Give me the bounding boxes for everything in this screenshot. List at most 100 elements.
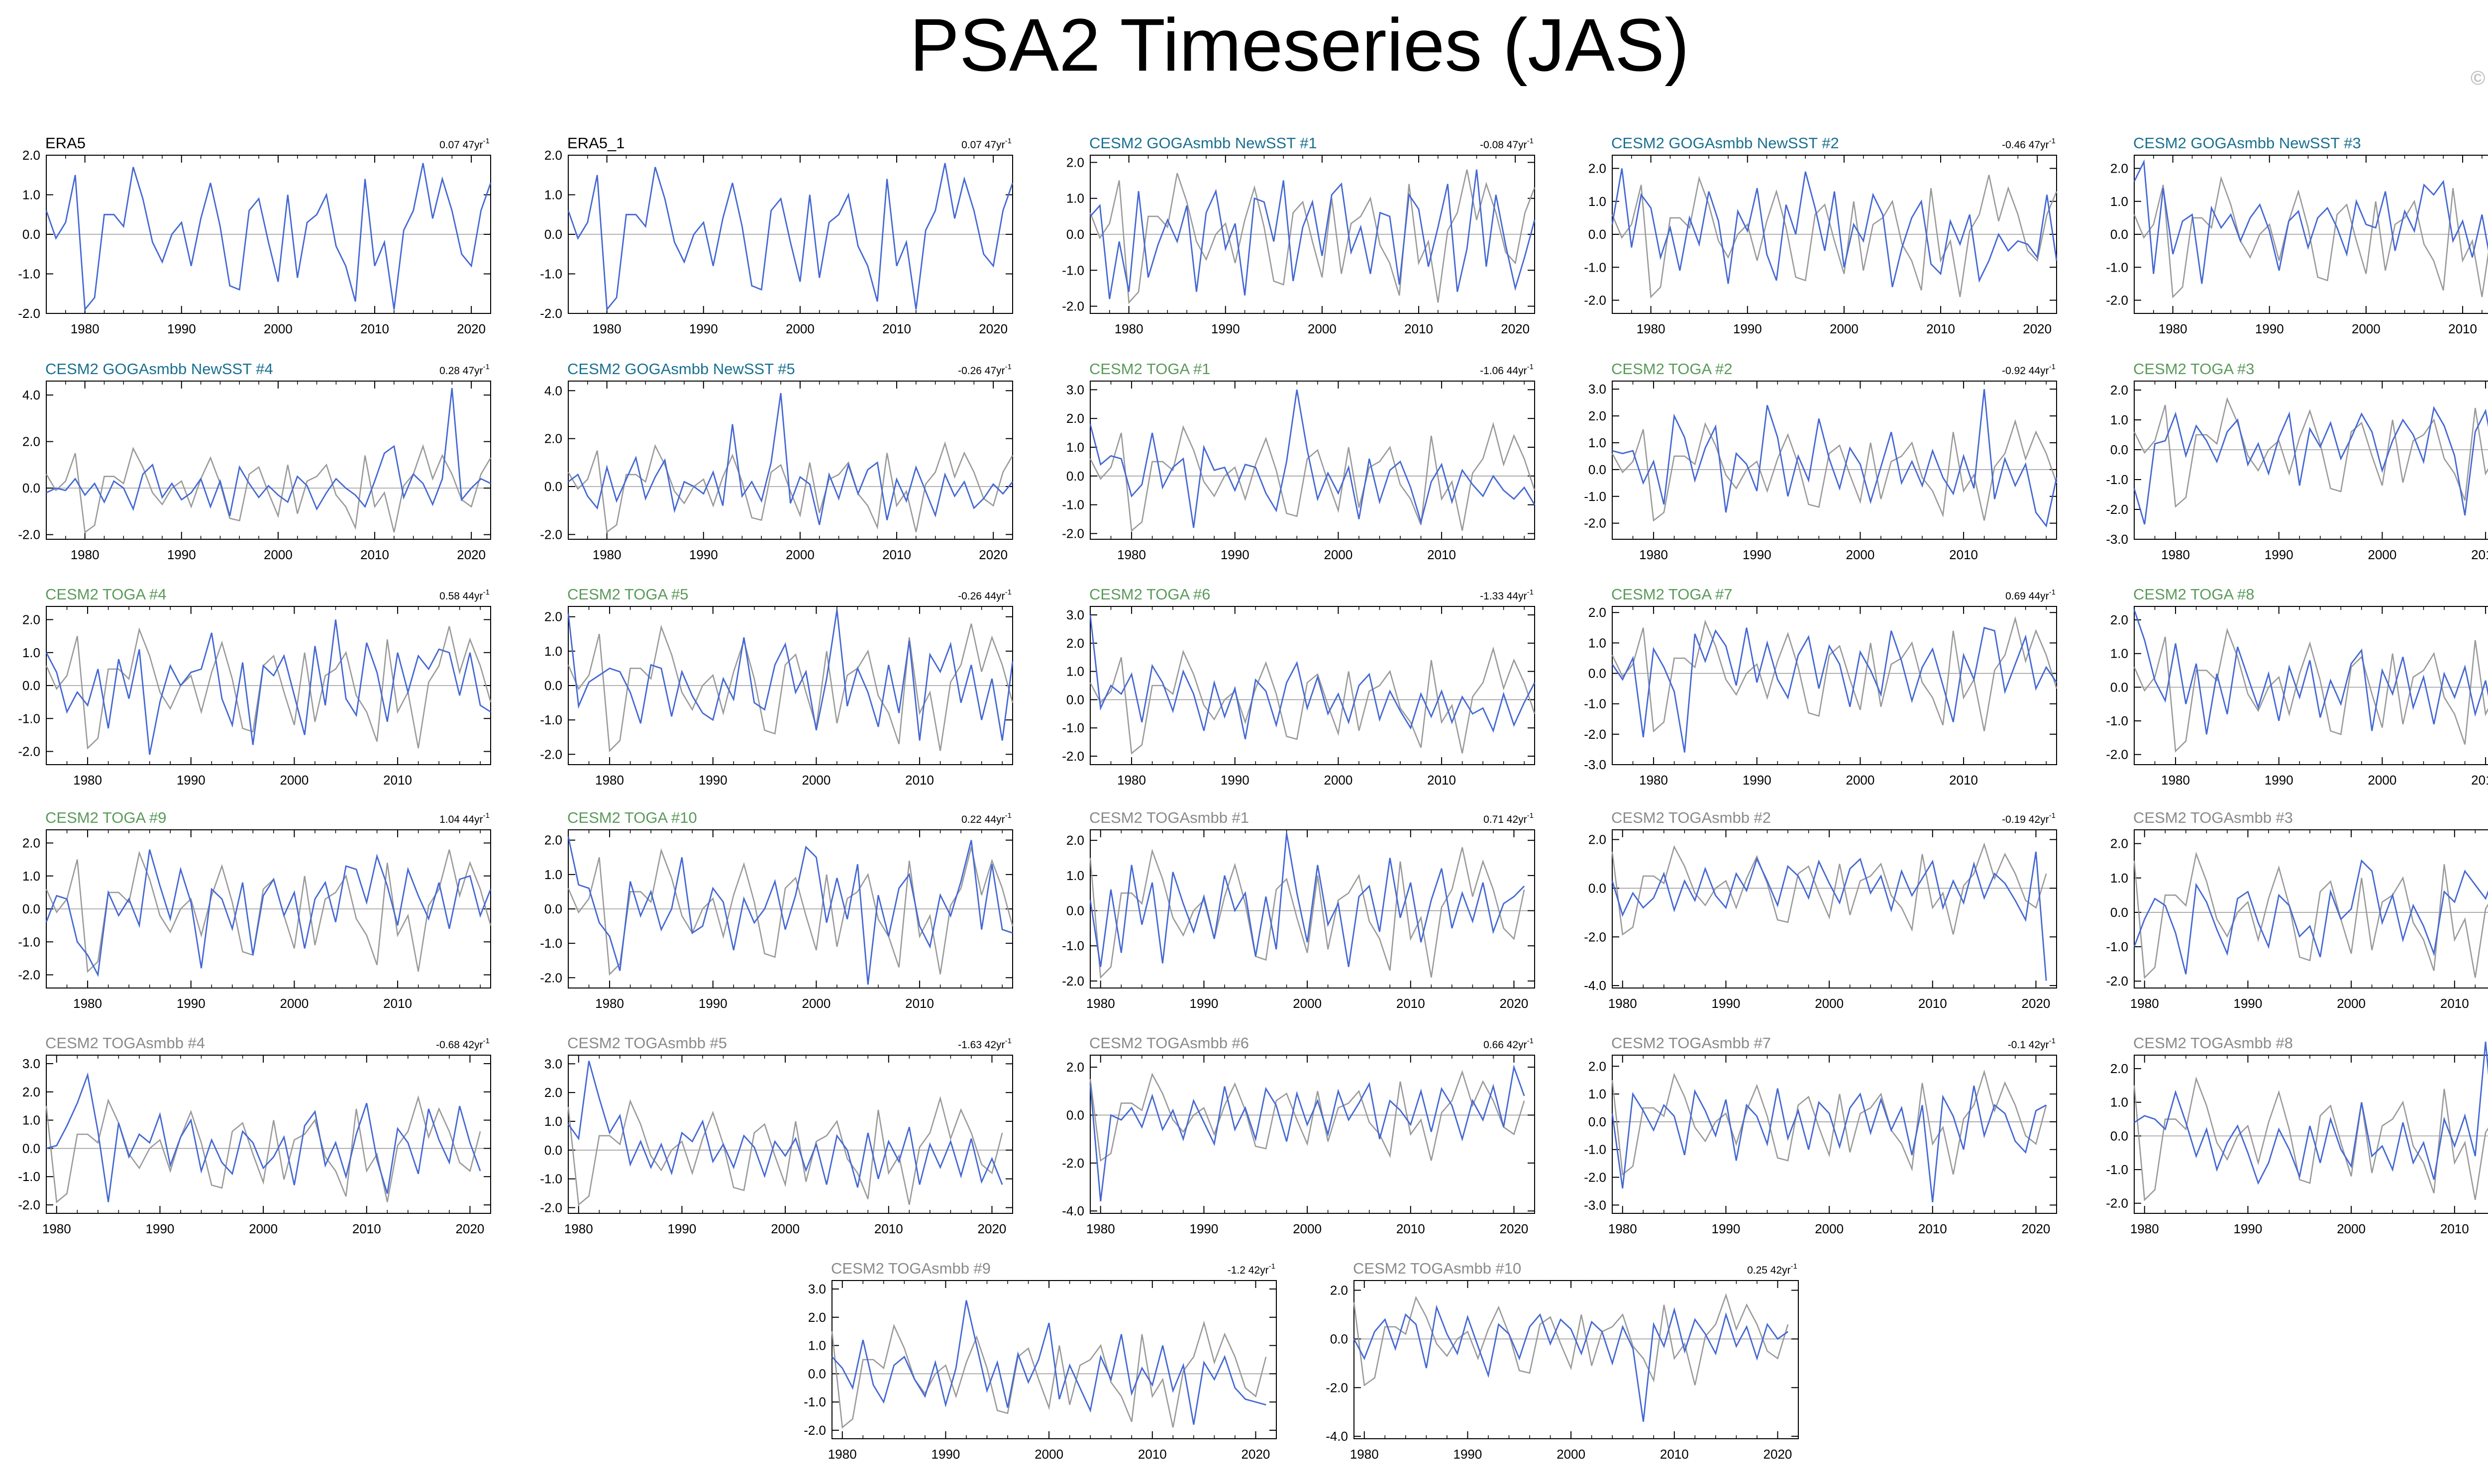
y-tick-label: 0.0 xyxy=(544,227,562,242)
panel-title: CESM2 TOGAsmbb #1 xyxy=(1089,809,1249,826)
x-tick-label: 1980 xyxy=(73,996,102,1011)
y-tick-label: -2.0 xyxy=(1326,1380,1348,1395)
trend-label: 0.71 42yr-1 xyxy=(1483,811,1534,825)
y-tick-label: 1.0 xyxy=(2110,646,2128,661)
x-tick-label: 2000 xyxy=(1324,773,1352,788)
y-tick-label: -1.0 xyxy=(540,712,562,727)
x-tick-label: 1980 xyxy=(593,547,622,562)
y-tick-label: -2.0 xyxy=(2106,974,2128,989)
y-tick-label: 3.0 xyxy=(808,1282,826,1296)
model-series-line xyxy=(1611,168,2058,288)
y-tick-label: 0.0 xyxy=(808,1366,826,1381)
x-tick-label: 1980 xyxy=(1608,1221,1637,1236)
model-series-line xyxy=(1089,833,1525,967)
x-tick-label: 2010 xyxy=(882,321,911,336)
trend-label: -1.63 42yr-1 xyxy=(958,1037,1012,1051)
x-tick-label: 2010 xyxy=(383,996,412,1011)
x-tick-label: 2010 xyxy=(905,996,934,1011)
x-tick-label: 1980 xyxy=(1608,996,1637,1011)
y-tick-label: -1.0 xyxy=(1062,263,1084,278)
x-tick-label: 2010 xyxy=(1918,996,1947,1011)
panel-14: CESM2 TOGA #7 0.69 44yr-1 2.0 1.0 0.0 -1.0 -2.… xyxy=(1584,586,2058,788)
x-tick-label: 2000 xyxy=(264,321,293,336)
y-tick-label: 1.0 xyxy=(2110,871,2128,886)
panel-2: ERA5_1 0.07 47yr-1 2.0 1.0 0.0 -1.0 -2.0 1980 19… xyxy=(540,134,1014,336)
x-tick-label: 1990 xyxy=(2265,547,2293,562)
panel-6: CESM2 GOGAsmbb NewSST #4 0.28 47yr-1 4.0 2.… xyxy=(18,360,492,562)
y-tick-label: 1.0 xyxy=(2110,1095,2128,1110)
y-tick-label: 3.0 xyxy=(544,1056,562,1071)
y-tick-label: -2.0 xyxy=(1584,516,1606,531)
plot-frame xyxy=(568,1055,1013,1214)
x-tick-label: 2020 xyxy=(978,1221,1007,1236)
x-tick-label: 2000 xyxy=(786,321,815,336)
x-tick-label: 1990 xyxy=(1733,321,1762,336)
y-tick-label: -1.0 xyxy=(1584,696,1606,711)
y-tick-label: -2.0 xyxy=(540,747,562,762)
x-tick-label: 2000 xyxy=(1846,547,1874,562)
y-tick-label: 2.0 xyxy=(544,431,562,446)
x-tick-label: 2000 xyxy=(2352,321,2381,336)
y-tick-label: 1.0 xyxy=(1588,635,1606,650)
x-tick-label: 1990 xyxy=(2255,321,2284,336)
y-tick-label: 1.0 xyxy=(1588,194,1606,209)
x-tick-label: 1990 xyxy=(167,547,196,562)
x-tick-label: 2000 xyxy=(2368,547,2396,562)
y-tick-label: 1.0 xyxy=(1066,191,1084,206)
observed-series-line xyxy=(45,626,492,750)
x-tick-label: 1980 xyxy=(2130,1221,2159,1236)
trend-exponent: -1 xyxy=(1005,137,1012,145)
y-tick-label: 2.0 xyxy=(1588,1059,1606,1074)
x-tick-label: 2000 xyxy=(280,773,309,788)
x-tick-label: 1990 xyxy=(1221,547,1249,562)
panel-20: CESM2 TOGAsmbb #31.26 42yr-12.01.00.0-1.… xyxy=(2106,809,2488,1011)
x-tick-label: 2000 xyxy=(1830,321,1859,336)
y-tick-label: 1.0 xyxy=(544,644,562,659)
trend-exponent: -1 xyxy=(2049,588,2056,596)
trend-label: 0.66 42yr-1 xyxy=(1483,1037,1534,1051)
panel-21: CESM2 TOGAsmbb #4 -0.68 42yr-1 3.0 2.0 1.0 0.… xyxy=(18,1034,491,1236)
y-tick-label: 1.0 xyxy=(544,188,562,202)
x-tick-label: 2010 xyxy=(1427,547,1456,562)
trend-exponent: -1 xyxy=(1005,363,1012,371)
panel-25: CESM2 TOGAsmbb #80.22 42yr-12.01.00.0-1.… xyxy=(2106,1034,2488,1236)
panel-16: CESM2 TOGA #9 1.04 44yr-1 2.0 1.0 0.0 -1.0 -2.… xyxy=(18,809,492,1011)
x-tick-label: 1990 xyxy=(699,773,727,788)
trend-exponent: -1 xyxy=(1527,1037,1534,1045)
x-tick-label: 1980 xyxy=(2159,321,2187,336)
y-tick-label: 2.0 xyxy=(808,1310,826,1325)
x-tick-label: 1980 xyxy=(71,547,100,562)
y-tick-label: 1.0 xyxy=(1066,664,1084,679)
y-tick-label: 0.0 xyxy=(1588,881,1606,895)
x-tick-label: 1980 xyxy=(1117,547,1146,562)
x-tick-label: 2010 xyxy=(2440,996,2469,1011)
observed-series-line xyxy=(1089,421,1536,532)
x-tick-label: 1990 xyxy=(1190,996,1219,1011)
x-tick-label: 1980 xyxy=(42,1221,71,1236)
panel-12: CESM2 TOGA #5 -0.26 44yr-1 2.0 1.0 0.0 -1.0 -2… xyxy=(540,586,1014,788)
trend-label: 1.04 44yr-1 xyxy=(439,811,490,825)
model-series-line xyxy=(2133,159,2488,284)
trend-exponent: -1 xyxy=(1527,811,1534,820)
x-tick-label: 1990 xyxy=(1743,773,1771,788)
model-series-line xyxy=(568,393,1014,525)
model-series-line xyxy=(46,1072,481,1202)
y-tick-label: 1.0 xyxy=(22,188,40,202)
trend-exponent: -1 xyxy=(1527,137,1534,145)
y-tick-label: 2.0 xyxy=(1588,832,1606,847)
y-tick-label: 0.0 xyxy=(544,1143,562,1158)
y-tick-label: 0.0 xyxy=(1588,666,1606,681)
y-tick-label: -2.0 xyxy=(1584,727,1606,742)
model-series-line xyxy=(1611,1086,2047,1202)
x-tick-label: 2020 xyxy=(457,547,486,562)
x-tick-label: 2020 xyxy=(2023,321,2052,336)
observed-series-line xyxy=(2133,176,2488,298)
trend-label: -0.08 47yr-1 xyxy=(1480,137,1534,151)
y-tick-label: -2.0 xyxy=(1062,299,1084,314)
x-tick-label: 2000 xyxy=(786,547,815,562)
x-tick-label: 1980 xyxy=(2161,547,2190,562)
y-tick-label: -1.0 xyxy=(18,711,40,726)
x-tick-label: 2000 xyxy=(1815,996,1844,1011)
y-tick-label: 2.0 xyxy=(22,836,40,851)
